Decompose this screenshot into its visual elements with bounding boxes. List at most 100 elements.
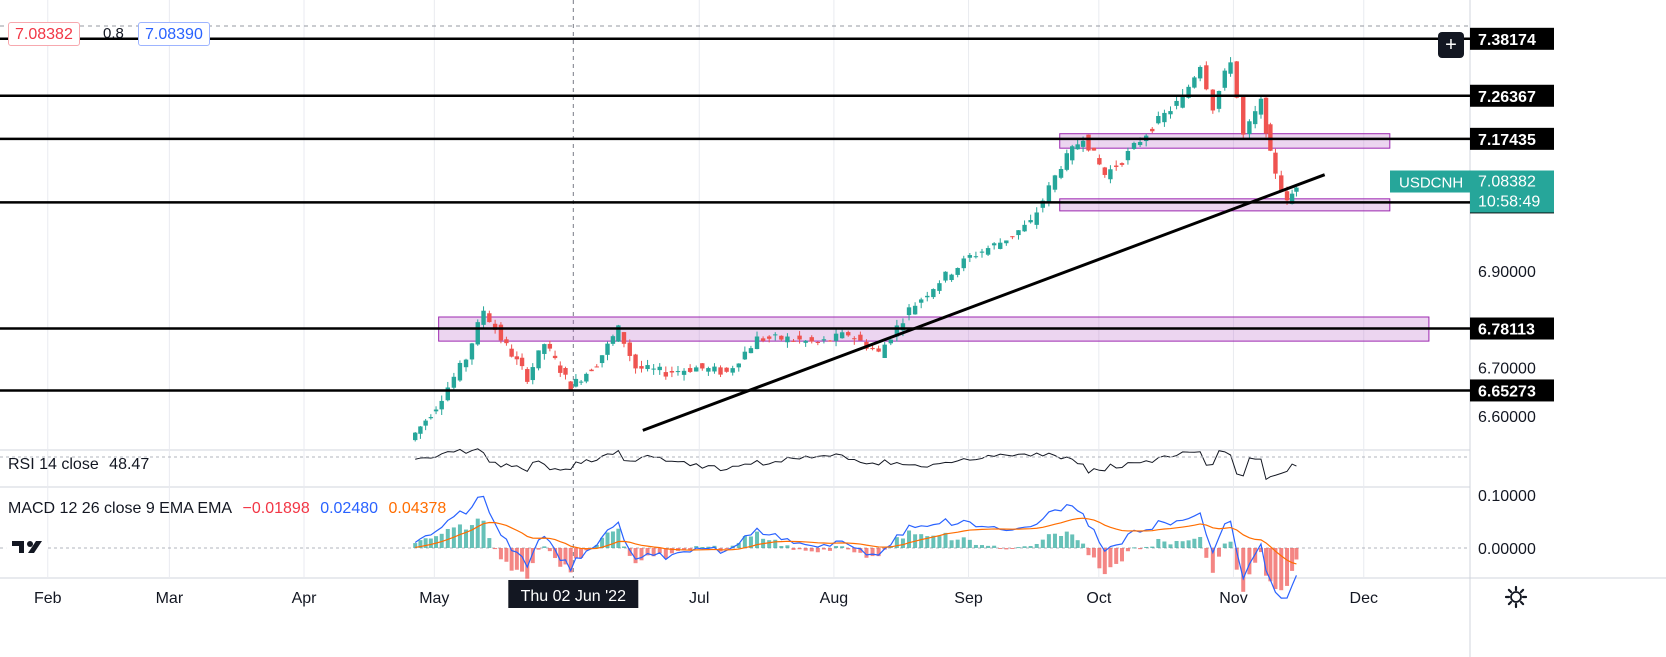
candle-body [918, 299, 924, 303]
macd-histogram-bar [525, 548, 530, 579]
candle-body [573, 378, 579, 387]
macd-histogram-bar [1192, 538, 1197, 548]
macd-histogram-bar [1004, 548, 1009, 550]
macd-histogram-bar [755, 531, 760, 548]
macd-histogram-bar [669, 548, 674, 554]
candle-body [675, 371, 681, 373]
candle-body [894, 325, 900, 337]
gear-icon[interactable] [1504, 585, 1528, 609]
x-tick-label: Oct [1086, 590, 1111, 607]
candle-body [563, 368, 568, 375]
macd-histogram-bar [504, 548, 509, 562]
candle-body [1258, 98, 1264, 115]
macd-histogram-bar [651, 548, 656, 557]
macd-histogram-bar [1258, 548, 1263, 553]
bid-price[interactable]: 7.08382 [8, 22, 80, 46]
candle-body [1114, 165, 1119, 167]
bar-countdown: 10:58:49 [1478, 194, 1540, 211]
candle-body [821, 339, 827, 341]
x-tick-label: Nov [1219, 590, 1247, 607]
macd-histogram-bar [573, 548, 578, 559]
candle-body [1010, 236, 1015, 238]
plus-icon[interactable]: + [1438, 32, 1464, 58]
candle-body [487, 313, 492, 323]
candle-body [457, 362, 463, 381]
level-label-box [1470, 84, 1554, 107]
macd-histogram-bar [846, 548, 851, 550]
candle-body [888, 339, 893, 344]
macd-histogram-bar [1294, 548, 1299, 560]
macd-histogram-bar [568, 548, 573, 573]
candle-body [1289, 193, 1295, 204]
level-label: 6.65273 [1478, 383, 1536, 400]
macd-histogram-bar [536, 548, 541, 550]
macd-histogram-bar [682, 548, 687, 550]
support-resistance-zone [1059, 198, 1391, 212]
macd-line [414, 495, 1297, 599]
candle-body [1284, 191, 1290, 201]
candle-body [730, 368, 735, 373]
candle-body [973, 256, 979, 258]
macd-histogram-bar [621, 546, 626, 548]
candle-body [594, 366, 599, 368]
candle-body [742, 351, 748, 360]
candle-body [943, 271, 948, 281]
candle-body [504, 339, 509, 344]
macd-histogram-bar [514, 548, 519, 570]
candle-body [1108, 169, 1113, 180]
level-label-box [1470, 127, 1554, 150]
macd-histogram-bar [852, 548, 857, 553]
candle-body [1192, 77, 1197, 88]
symbol-label: USDCNH [1399, 175, 1463, 192]
macd-histogram-bar [520, 548, 525, 572]
candle-body [578, 381, 584, 383]
candle-body [1263, 97, 1269, 134]
macd-histogram-bar [1040, 539, 1045, 548]
macd-histogram-bar [803, 548, 808, 551]
macd-histogram-bar [821, 548, 826, 550]
macd-axis-label: 0.10000 [1478, 488, 1536, 505]
level-label: 7.26367 [1478, 89, 1536, 106]
tradingview-logo[interactable] [6, 533, 48, 559]
macd-histogram-bar [1186, 540, 1191, 548]
rsi-legend[interactable]: RSI 14 close 48.47 [8, 455, 155, 475]
macd-histogram-bar [870, 548, 875, 557]
macd-histogram-bar [736, 542, 741, 548]
macd-histogram-bar [742, 536, 747, 548]
macd-histogram-bar [925, 536, 930, 548]
candle-body [1028, 220, 1033, 223]
candle-body [657, 366, 662, 371]
macd-histogram-bar [900, 538, 905, 548]
candle-body [949, 274, 954, 281]
candle-body [1241, 96, 1246, 135]
candle-body [1070, 146, 1075, 161]
candle-body [687, 368, 693, 372]
candle-body [633, 354, 638, 369]
macd-histogram-bar [1210, 548, 1215, 573]
candle-body [1046, 185, 1052, 203]
candle-body [492, 323, 498, 330]
macd-histogram-bar [498, 548, 503, 560]
candle-body [870, 347, 875, 350]
candle-body [985, 248, 991, 255]
support-resistance-zone [1059, 133, 1391, 149]
ask-price[interactable]: 7.08390 [138, 22, 210, 46]
macd-histogram-bar [937, 536, 942, 548]
macd-histogram-bar [1075, 540, 1080, 548]
macd-histogram-bar [605, 532, 610, 548]
candle-body [1204, 65, 1209, 90]
macd-legend[interactable]: MACD 12 26 close 9 EMA EMA −0.01898 0.02… [8, 499, 452, 519]
macd-histogram-bar [700, 547, 705, 549]
candle-body [599, 355, 605, 364]
macd-signal-value: 0.02480 [320, 500, 379, 517]
candle-body [1102, 167, 1108, 175]
candle-body [1040, 200, 1046, 208]
candle-body [1294, 187, 1299, 192]
macd-histogram-bar [657, 548, 662, 554]
macd-histogram-bar [418, 540, 423, 548]
macd-histogram-bar [876, 548, 881, 557]
candle-body [900, 323, 906, 331]
macd-histogram-bar [563, 548, 568, 565]
candle-body [700, 363, 705, 369]
